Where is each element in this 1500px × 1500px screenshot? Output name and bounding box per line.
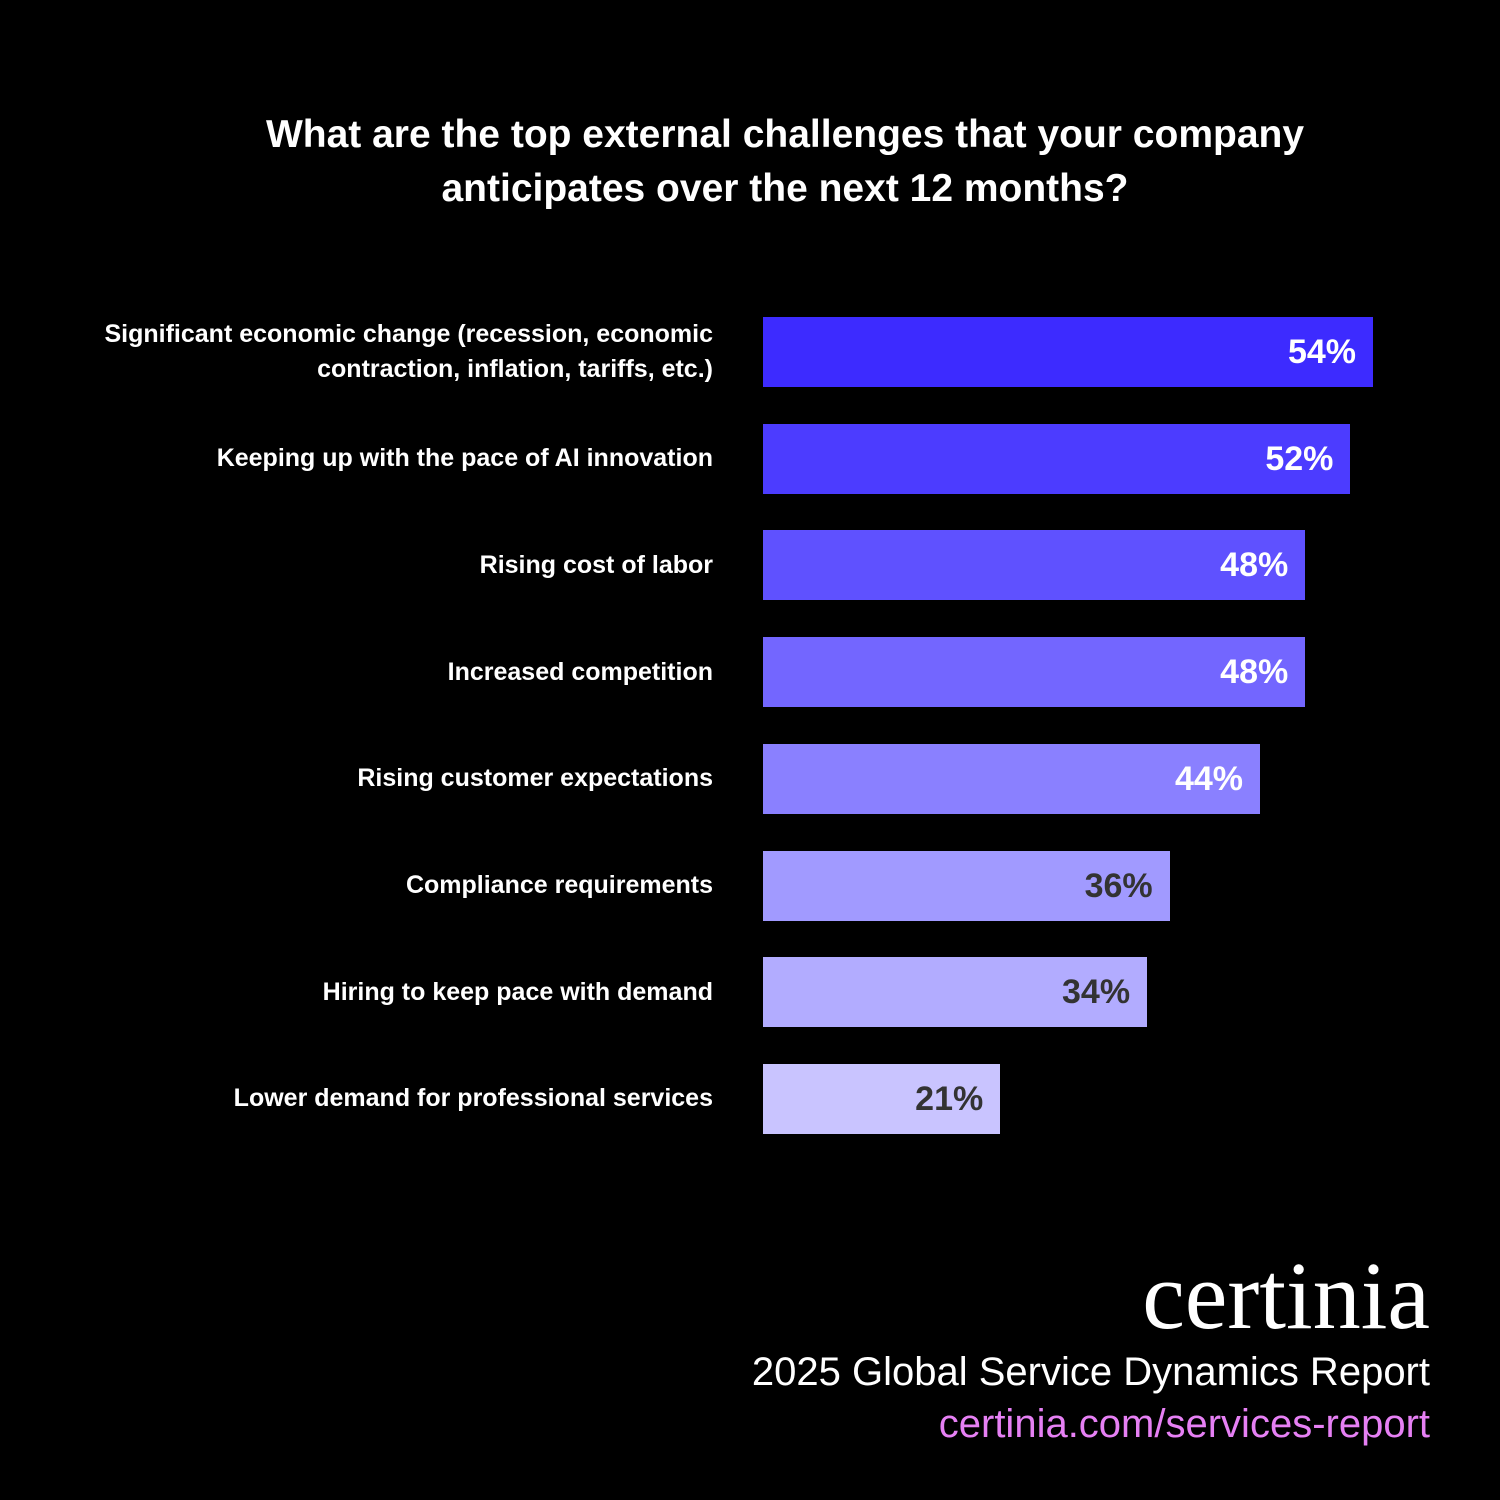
value-label: 48% (1220, 546, 1289, 585)
report-title: 2025 Global Service Dynamics Report (751, 1350, 1430, 1394)
value-label: 52% (1265, 439, 1334, 478)
bar (763, 530, 1306, 601)
value-label: 54% (1287, 333, 1356, 371)
report-url: certinia.com/services-report (938, 1402, 1430, 1446)
category-label: Rising cost of labor (479, 550, 713, 579)
bar (763, 317, 1373, 387)
value-label: 48% (1220, 653, 1289, 692)
bar (763, 1063, 1001, 1134)
bar (763, 637, 1306, 708)
value-label: 21% (915, 1079, 984, 1118)
category-label: Increased competition (447, 657, 713, 686)
category-label: Significant economic change (recession, … (104, 320, 714, 383)
bar (763, 850, 1170, 921)
category-label: Rising customer expectations (357, 764, 713, 793)
logo: certinia (1142, 1242, 1430, 1349)
bar (763, 957, 1148, 1028)
category-label: Keeping up with the pace of AI innovatio… (216, 444, 713, 473)
value-label: 36% (1084, 866, 1153, 905)
chart-title: What are the top external challenges tha… (265, 113, 1305, 210)
value-label: 44% (1174, 759, 1244, 798)
value-label: 34% (1062, 973, 1131, 1012)
bar (763, 743, 1261, 814)
category-label: Lower demand for professional services (233, 1084, 713, 1113)
bar (763, 423, 1351, 494)
category-label: Compliance requirements (405, 871, 713, 899)
category-label: Hiring to keep pace with demand (322, 977, 713, 1006)
